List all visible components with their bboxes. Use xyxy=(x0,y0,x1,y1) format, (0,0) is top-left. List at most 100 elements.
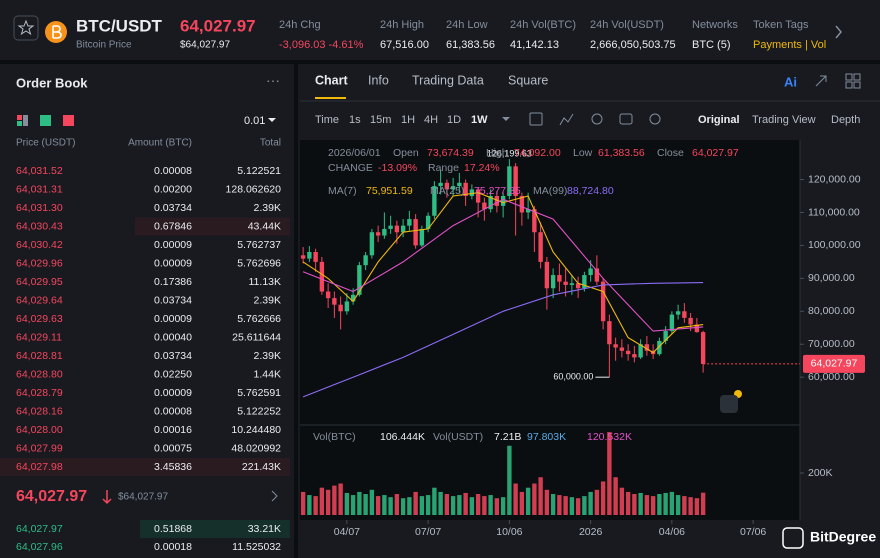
y-tick-label: 60,000.00 xyxy=(808,371,855,383)
screenshot-icon[interactable] xyxy=(619,113,633,125)
bid-price: 64,027.97 xyxy=(16,523,63,535)
x-tick-label: 07/06 xyxy=(740,526,766,538)
star-icon xyxy=(17,19,35,36)
mode-icon[interactable] xyxy=(63,115,74,126)
mode-icon[interactable] xyxy=(40,115,51,126)
ask-price: 64,029.95 xyxy=(16,276,63,288)
interval[interactable]: Time xyxy=(315,114,339,126)
volume-bar xyxy=(357,491,362,515)
last-price-more[interactable] xyxy=(271,490,278,502)
calendar-icon[interactable] xyxy=(529,112,543,126)
candle-body xyxy=(450,186,456,190)
ask-total: 11.13K xyxy=(249,276,282,288)
y-tick-label: 90,000.00 xyxy=(808,272,855,284)
interval-caret[interactable] xyxy=(502,117,510,121)
favorite-button[interactable] xyxy=(13,15,39,41)
stat-value: Payments | Vol xyxy=(753,39,826,51)
candle-body xyxy=(700,332,706,364)
interval[interactable]: 1H xyxy=(401,114,415,126)
mode-icon[interactable] xyxy=(17,115,22,120)
volume-legend-value: 106.444K xyxy=(380,431,425,443)
last-price-tag xyxy=(803,354,865,373)
stat-value: BTC (5) xyxy=(692,39,731,51)
settings-icon[interactable] xyxy=(591,113,603,125)
candle-body xyxy=(375,232,381,236)
tab[interactable]: Square xyxy=(508,73,548,87)
book-last-price: 64,027.97 xyxy=(16,488,87,505)
layout-icon[interactable] xyxy=(845,73,853,81)
tab[interactable]: Chart xyxy=(315,73,348,87)
volume-bar xyxy=(363,494,368,515)
y-tick-label: 200K xyxy=(808,467,833,479)
candle-body xyxy=(550,275,556,289)
ma-legend-value: 88,724.80 xyxy=(567,185,614,197)
volume-bar xyxy=(469,497,475,515)
candle-body xyxy=(513,166,518,196)
info-value: 74,092.00 xyxy=(514,147,561,159)
interval[interactable]: 1W xyxy=(471,114,488,126)
bid-total: 33.21K xyxy=(248,523,281,535)
info-value: 73,674.39 xyxy=(427,147,474,159)
book-last-price-usd: $64,027.97 xyxy=(118,492,168,503)
symbol: BTC/USDT xyxy=(76,16,163,35)
header-next[interactable] xyxy=(835,25,842,39)
book-mode-icons[interactable] xyxy=(17,115,74,126)
tab[interactable]: Info xyxy=(368,73,389,87)
candle-body xyxy=(663,331,668,341)
volume-bar xyxy=(532,483,537,515)
more-menu[interactable]: ⋯ xyxy=(266,73,280,89)
interval[interactable]: 15m xyxy=(370,114,391,126)
ask-price: 64,028.16 xyxy=(16,405,63,417)
ma-legend-name: MA(99) xyxy=(533,185,567,197)
indicator-icon[interactable] xyxy=(559,113,574,126)
volume-bar xyxy=(388,497,393,515)
volume-bar xyxy=(444,494,450,515)
interval[interactable]: 4H xyxy=(424,114,438,126)
volume-bar xyxy=(575,498,581,515)
stat-label: Networks xyxy=(692,19,738,31)
candle-body xyxy=(532,209,537,233)
high-marker: 126,199.63 xyxy=(487,148,532,158)
candle-body xyxy=(694,324,700,333)
candle-body xyxy=(557,275,562,282)
candle-body xyxy=(400,225,406,233)
layout-icon[interactable] xyxy=(853,73,861,81)
candle-body xyxy=(313,252,318,262)
view-option[interactable]: Trading View xyxy=(752,114,816,126)
mode-icon[interactable] xyxy=(17,121,22,126)
low-marker: 60,000.00 xyxy=(553,372,593,382)
ask-total: 43.44K xyxy=(248,220,281,232)
stat-label: 24h Vol(USDT) xyxy=(590,19,664,31)
ask-amount: 0.00009 xyxy=(154,313,192,325)
symbol-subtitle: Bitcoin Price xyxy=(76,40,132,51)
view-option[interactable]: Original xyxy=(698,114,740,126)
ask-total: 128.062620 xyxy=(226,183,282,195)
ask-price: 64,027.98 xyxy=(16,461,63,473)
view-option[interactable]: Depth xyxy=(831,114,860,126)
record-icon[interactable] xyxy=(649,113,661,125)
mode-icon[interactable] xyxy=(23,115,28,126)
step-caret[interactable] xyxy=(268,118,276,122)
ask-amount: 0.00075 xyxy=(154,442,192,454)
tab[interactable]: Trading Data xyxy=(412,73,484,87)
tick-size[interactable]: 0.01 xyxy=(244,115,265,127)
expand-icon[interactable] xyxy=(815,75,827,87)
volume-bar xyxy=(457,495,462,515)
layout-icon[interactable] xyxy=(845,81,853,89)
ask-amount: 3.45836 xyxy=(154,461,192,473)
y-tick-label: 70,000.00 xyxy=(808,338,855,350)
interval[interactable]: 1s xyxy=(349,114,361,126)
layout-icon[interactable] xyxy=(853,81,861,89)
interval[interactable]: 1D xyxy=(447,114,461,126)
candle-body xyxy=(563,281,568,285)
volume-bar xyxy=(325,489,331,515)
candle-body xyxy=(569,283,575,285)
candle-body xyxy=(600,281,606,322)
ask-total: 10.244480 xyxy=(231,424,281,436)
volume-legend-value: 7.21B xyxy=(494,431,521,443)
ai-button[interactable]: Ai xyxy=(784,74,797,89)
x-tick-label: 07/07 xyxy=(415,526,441,538)
ask-amount: 0.00008 xyxy=(154,165,192,177)
x-tick-label: 04/07 xyxy=(334,526,360,538)
